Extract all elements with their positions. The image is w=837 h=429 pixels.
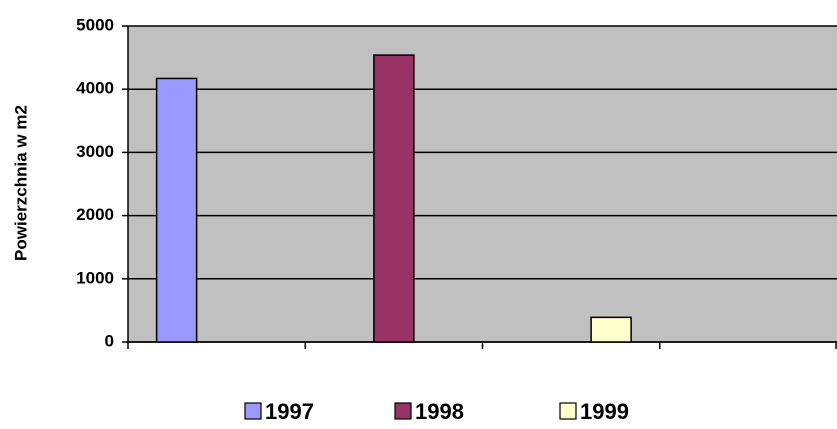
y-tick-label: 5000 (76, 15, 114, 34)
y-tick-label: 2000 (76, 205, 114, 224)
y-axis-title: Powierzchnia w m2 (11, 105, 30, 261)
legend-label: 1997 (265, 399, 314, 424)
legend-label: 1999 (580, 399, 629, 424)
bar (373, 54, 415, 343)
y-tick-label: 3000 (76, 142, 114, 161)
bar (155, 77, 198, 343)
legend-swatch (244, 402, 262, 420)
plot-area (128, 26, 837, 342)
y-tick-label: 0 (105, 331, 114, 350)
y-tick-label: 4000 (76, 79, 114, 98)
legend-swatch (559, 402, 577, 420)
bar (590, 316, 632, 343)
y-tick-label: 1000 (76, 268, 114, 287)
legend-label: 1998 (415, 399, 464, 424)
legend-swatch (394, 402, 412, 420)
